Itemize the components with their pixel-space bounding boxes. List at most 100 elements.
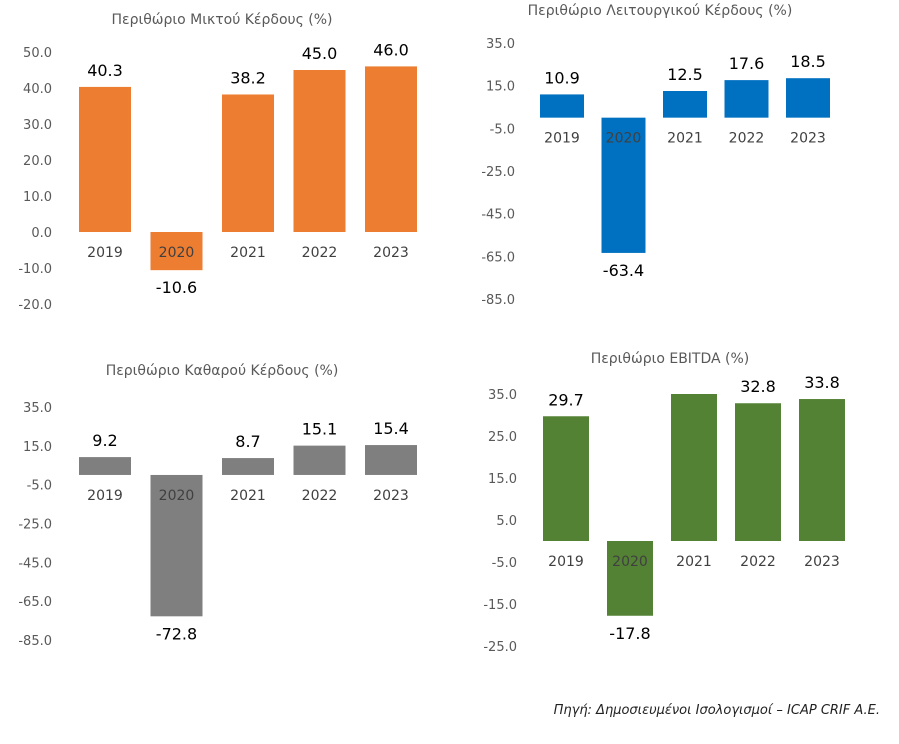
y-tick-label: 25.0 <box>488 430 517 445</box>
data-label: 40.3 <box>87 61 123 80</box>
bar-2021 <box>222 94 274 232</box>
y-tick-label: -65.0 <box>481 250 515 265</box>
y-tick-label: -10.0 <box>18 262 52 277</box>
y-tick-label: 15.0 <box>486 80 515 95</box>
bar-2019 <box>540 94 584 118</box>
y-tick-label: 0.0 <box>31 226 52 241</box>
bar-2023 <box>799 399 845 541</box>
data-label: 17.6 <box>729 54 765 73</box>
chart-gross-margin: Περιθώριο Μικτού Κέρδους (%) 50.0 40.0 30.0… <box>0 0 440 340</box>
bar-2019 <box>543 416 589 541</box>
y-tick-label: 15.0 <box>488 472 517 487</box>
chart-gross-margin-svg: Περιθώριο Μικτού Κέρδους (%) 50.0 40.0 30.0… <box>18 12 417 313</box>
category-label: 2021 <box>230 245 266 261</box>
y-tick-label: -45.0 <box>481 208 515 223</box>
data-label: 8.7 <box>235 432 260 451</box>
data-label: 9.2 <box>92 431 117 450</box>
category-label: 2021 <box>676 554 712 570</box>
y-tick-label: -65.0 <box>18 595 52 610</box>
y-tick-label: 30.0 <box>23 118 52 133</box>
category-label: 2023 <box>373 488 409 504</box>
bar-2019 <box>79 457 131 475</box>
y-tick-label: -25.0 <box>483 640 517 655</box>
category-label: 2020 <box>159 488 195 504</box>
chart-net-margin: Περιθώριο Καθαρού Κέρδους (%) 35.0 15.0 -5.… <box>0 345 440 685</box>
bar-2023 <box>365 66 417 233</box>
data-label: 15.4 <box>373 419 409 438</box>
category-label: 2019 <box>87 488 123 504</box>
category-label: 2019 <box>544 131 580 147</box>
y-tick-label: 35.0 <box>23 401 52 416</box>
chart-operating-margin: Περιθώριο Λειτουργικού Κέρδους (%) 35.0 15… <box>450 0 899 340</box>
y-tick-label: -45.0 <box>18 556 52 571</box>
y-tick-label: 50.0 <box>23 46 52 61</box>
category-label: 2023 <box>804 554 840 570</box>
y-tick-label: -25.0 <box>18 518 52 533</box>
category-label: 2022 <box>302 488 338 504</box>
y-tick-label: 40.0 <box>23 82 52 97</box>
data-label: 45.0 <box>302 44 338 63</box>
category-label: 2020 <box>606 131 642 147</box>
y-tick-label: 35.0 <box>488 388 517 403</box>
chart-title: Περιθώριο Λειτουργικού Κέρδους (%) <box>528 3 793 19</box>
category-label: 2019 <box>548 554 584 570</box>
data-label: -63.4 <box>603 261 644 280</box>
bar-2020 <box>150 474 203 617</box>
y-tick-label: -25.0 <box>481 165 515 180</box>
data-label: 12.5 <box>667 65 703 84</box>
source-note: Πηγή: Δημοσιευμένοι Ισολογισμοί – ICAP C… <box>553 703 880 718</box>
y-tick-label: 20.0 <box>23 154 52 169</box>
category-label: 2020 <box>612 554 648 570</box>
bar-2019 <box>79 86 131 232</box>
data-label: -10.6 <box>156 278 197 297</box>
category-label: 2021 <box>667 131 703 147</box>
chart-ebitda-margin: Περιθώριο EBITDA (%) 35.0 25.0 15.0 5.0 -5.0 -… <box>450 335 899 685</box>
chart-title: Περιθώριο Καθαρού Κέρδους (%) <box>106 363 339 379</box>
bar-2021 <box>222 458 274 475</box>
y-tick-label: 5.0 <box>496 514 517 529</box>
data-label: 18.5 <box>790 52 826 71</box>
y-tick-label: -5.0 <box>492 556 517 571</box>
y-tick-label: -20.0 <box>18 298 52 313</box>
data-label: 29.7 <box>548 390 584 409</box>
category-label: 2023 <box>790 131 826 147</box>
data-label: -72.8 <box>156 624 197 643</box>
data-label: 32.8 <box>740 377 776 396</box>
bar-2022 <box>735 403 781 541</box>
category-label: 2021 <box>230 488 266 504</box>
category-label: 2023 <box>373 245 409 261</box>
bar-2023 <box>365 445 417 475</box>
bar-2023 <box>786 78 830 118</box>
chart-title: Περιθώριο Μικτού Κέρδους (%) <box>111 12 332 28</box>
chart-operating-margin-svg: Περιθώριο Λειτουργικού Κέρδους (%) 35.0 15… <box>481 3 830 308</box>
y-tick-label: -5.0 <box>490 122 515 137</box>
chart-title: Περιθώριο EBITDA (%) <box>591 351 750 367</box>
bar-2021 <box>671 394 717 541</box>
data-label: 33.8 <box>804 373 840 392</box>
bar-2020 <box>607 541 653 616</box>
category-label: 2020 <box>159 245 195 261</box>
bar-2022 <box>724 80 769 118</box>
data-label: 38.2 <box>230 68 266 87</box>
y-tick-label: -5.0 <box>27 479 52 494</box>
y-tick-label: -85.0 <box>18 634 52 649</box>
bar-2022 <box>293 445 346 475</box>
data-label: -17.8 <box>609 624 650 643</box>
y-tick-label: -15.0 <box>483 598 517 613</box>
bar-2020 <box>150 232 203 271</box>
bar-2022 <box>293 70 346 232</box>
category-label: 2022 <box>302 245 338 261</box>
data-label: 15.1 <box>302 420 338 439</box>
chart-net-margin-svg: Περιθώριο Καθαρού Κέρδους (%) 35.0 15.0 -5.… <box>18 363 417 649</box>
category-label: 2022 <box>729 131 765 147</box>
data-label: 46.0 <box>373 40 409 59</box>
bar-2020 <box>601 117 646 253</box>
y-tick-label: 10.0 <box>23 190 52 205</box>
y-tick-label: 15.0 <box>23 440 52 455</box>
y-tick-label: 35.0 <box>486 37 515 52</box>
bar-2021 <box>663 91 707 118</box>
data-label: 10.9 <box>544 68 580 87</box>
category-label: 2022 <box>740 554 776 570</box>
category-label: 2019 <box>87 245 123 261</box>
y-tick-label: -85.0 <box>481 293 515 308</box>
